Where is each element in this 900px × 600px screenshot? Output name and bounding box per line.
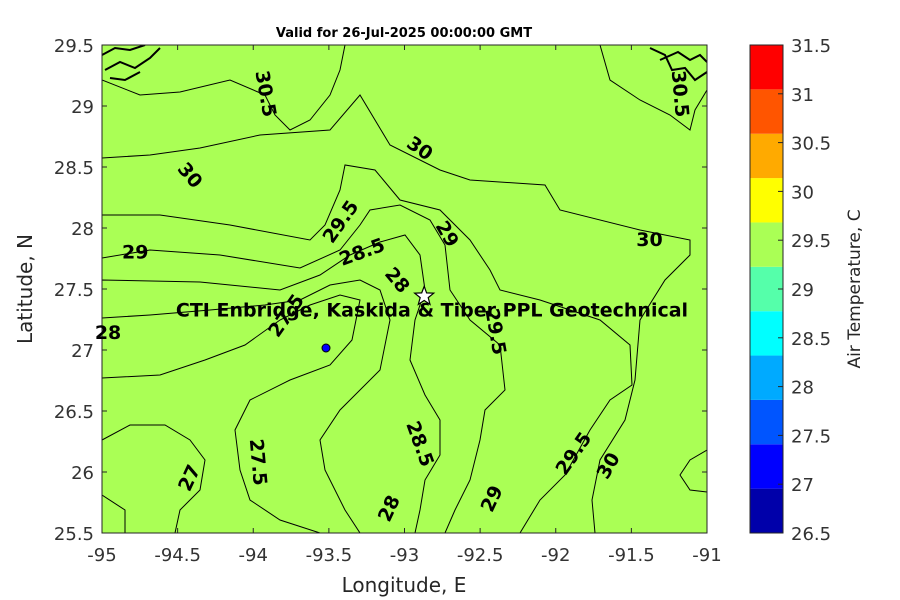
colorbar-swatch <box>750 399 783 445</box>
x-tick-label: -92 <box>541 545 570 566</box>
band-30-5-31-ne <box>599 45 707 131</box>
x-tick-label: -94 <box>239 545 268 566</box>
contour-field <box>102 45 707 533</box>
chart-title: Valid for 26-Jul-2025 00:00:00 GMT <box>276 26 532 41</box>
colorbar-tick-label: 31.5 <box>791 36 831 57</box>
band-28-5-29 <box>102 204 506 533</box>
colorbar-swatch <box>750 311 783 356</box>
colorbar-swatch <box>750 89 783 134</box>
colorbar-swatch <box>750 355 783 400</box>
x-tick-label: -94.5 <box>154 545 201 566</box>
colorbar-swatch <box>750 266 783 312</box>
colorbar-tick-label: 27.5 <box>791 426 831 447</box>
contour-label: 28 <box>95 322 121 344</box>
colorbar-tick-label: 26.5 <box>791 524 831 545</box>
x-tick-label: -91.5 <box>608 545 655 566</box>
colorbar-tick-label: 28 <box>791 378 814 399</box>
colorbar-tick-label: 30 <box>791 182 814 203</box>
colorbar-swatch <box>750 222 783 267</box>
colorbar-swatch <box>750 133 783 179</box>
y-tick-label: 26.5 <box>54 402 94 423</box>
colorbar-tick-label: 29 <box>791 280 814 301</box>
band-27-5-28 <box>102 279 391 533</box>
y-axis-label: Latitude, N <box>13 234 37 344</box>
coastline-ne <box>649 47 707 82</box>
x-axis-label: Longitude, E <box>342 573 467 597</box>
x-tick-label: -95 <box>87 545 116 566</box>
contour-label: 30.5 <box>667 69 693 118</box>
y-tick-label: 29.5 <box>54 36 94 57</box>
band-26-5-27 <box>102 424 206 533</box>
site-label: CTI Enbridge, Kaskida & Tiber PPL Geotec… <box>176 299 688 321</box>
y-tick-label: 29 <box>71 97 94 118</box>
contour-label: 29 <box>122 241 148 263</box>
band-30-5-31-nw <box>102 45 346 131</box>
small-contour-loop <box>321 343 331 353</box>
x-axis: -95 -94.5 -94 -93.5 -93 -92.5 -92 -91.5 -91 <box>87 45 722 566</box>
contour-label: 27.5 <box>245 438 271 487</box>
colorbar-tick-label: 31 <box>791 85 814 106</box>
colorbar-tick-label: 29.5 <box>791 231 831 252</box>
colorbar-swatch <box>750 444 783 489</box>
colorbar-tick-label: 30.5 <box>791 134 831 155</box>
x-tick-label: -93 <box>390 545 419 566</box>
x-tick-label: -93.5 <box>306 545 353 566</box>
colorbar-tick-label: 27 <box>791 475 814 496</box>
coastline-nw <box>102 45 161 82</box>
y-tick-label: 28 <box>71 219 94 240</box>
y-tick-label: 27 <box>71 341 94 362</box>
x-tick-label: -92.5 <box>457 545 504 566</box>
band-29-5-30 <box>102 45 707 533</box>
colorbar: 31.5 31 30.5 30 29.5 29 28.5 28 27.5 27 26.5 <box>749 36 831 545</box>
x-tick-label: -91 <box>692 545 721 566</box>
band-30-5-31-se <box>679 449 707 493</box>
colorbar-swatch <box>750 178 783 223</box>
colorbar-label: Air Temperature, C <box>845 209 865 368</box>
band-27-27-5 <box>102 294 361 533</box>
contour-label: 30 <box>636 229 662 251</box>
y-tick-label: 27.5 <box>54 280 94 301</box>
y-tick-label: 25.5 <box>54 524 94 545</box>
colorbar-swatch <box>750 488 783 533</box>
site-layer: CTI Enbridge, Kaskida & Tiber PPL Geotec… <box>176 284 688 321</box>
band-30-30-5 <box>102 45 707 533</box>
site-star-marker <box>413 284 436 306</box>
y-tick-label: 26 <box>71 463 94 484</box>
band-28-28-5 <box>102 234 441 533</box>
y-tick-label: 28.5 <box>54 158 94 179</box>
band-29-29-5 <box>102 164 633 533</box>
colorbar-tick-label: 28.5 <box>791 329 831 350</box>
colorbar-swatch <box>750 45 783 90</box>
